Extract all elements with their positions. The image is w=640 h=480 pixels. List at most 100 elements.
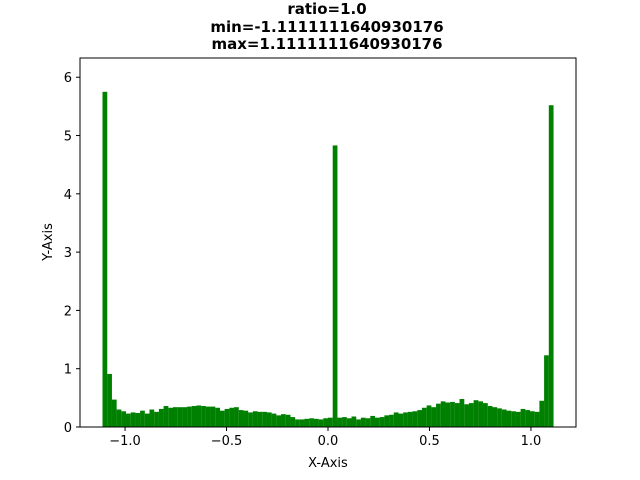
histogram-bar <box>158 408 164 427</box>
histogram-bar <box>318 419 324 427</box>
histogram-bar <box>262 411 267 427</box>
histogram-bar <box>440 401 446 427</box>
histogram-bar <box>201 406 206 427</box>
histogram-bar <box>431 407 437 427</box>
y-tick-label: 4 <box>64 188 72 203</box>
histogram-bar <box>384 415 390 427</box>
x-axis-label: X-Axis <box>308 456 348 471</box>
histogram-bar <box>238 410 244 427</box>
histogram-bar <box>487 406 493 427</box>
histogram-bar <box>276 415 282 427</box>
histogram-bar <box>135 413 141 427</box>
histogram-bar <box>116 409 122 427</box>
histogram-bar <box>111 399 117 427</box>
histogram-bar <box>234 407 239 427</box>
histogram-bar <box>266 412 272 427</box>
x-tick-label: 0.5 <box>419 434 440 449</box>
histogram-bar <box>107 373 112 427</box>
histogram-bar <box>290 417 296 427</box>
histogram-bar <box>464 404 469 427</box>
histogram-bar <box>281 414 286 427</box>
y-axis-label: Y-Axis <box>41 223 56 262</box>
histogram-bar <box>436 403 441 427</box>
histogram-bar <box>544 355 549 427</box>
histogram-bar <box>205 406 211 427</box>
histogram-bar <box>332 145 338 427</box>
x-tick-label: 1.0 <box>521 434 542 449</box>
histogram-bar <box>398 413 404 427</box>
histogram-bar <box>187 406 192 427</box>
histogram-bar <box>356 419 361 427</box>
histogram-bar <box>346 418 352 427</box>
chart-title-line-1: ratio=1.0 <box>287 0 366 18</box>
histogram-bar <box>454 403 460 427</box>
histogram-bar <box>248 412 253 427</box>
histogram-bar <box>539 400 545 427</box>
histogram-bar <box>243 410 249 427</box>
histogram-bar <box>121 411 127 427</box>
histogram-bar <box>102 91 108 427</box>
histogram-bar <box>313 418 319 427</box>
histogram-bar <box>130 412 136 427</box>
histogram-bar <box>370 415 376 427</box>
histogram-bar <box>328 417 333 427</box>
y-tick-label: 3 <box>64 246 72 261</box>
histogram-bar <box>403 412 408 427</box>
y-tick-label: 2 <box>64 304 72 319</box>
y-tick-label: 6 <box>64 71 72 86</box>
histogram-bar <box>224 408 230 427</box>
histogram-bar <box>497 408 502 427</box>
histogram-bar <box>389 414 394 427</box>
x-tick-label: −1.0 <box>109 434 141 449</box>
x-tick-label: −0.5 <box>211 434 243 449</box>
histogram-bar <box>285 414 291 427</box>
histogram-bar <box>323 418 329 427</box>
histogram-bar <box>483 403 488 427</box>
histogram-bar <box>530 411 535 427</box>
histogram-bar <box>342 417 347 427</box>
histogram-bar <box>191 406 197 427</box>
y-tick-label: 1 <box>64 363 72 378</box>
histogram-bar <box>548 105 554 427</box>
histogram-bar <box>417 410 423 427</box>
histogram-bar <box>140 410 145 427</box>
histogram-bar <box>379 417 385 427</box>
histogram-bar <box>468 403 474 427</box>
y-axis-ticks: 0 1 2 3 4 5 6 <box>64 71 80 436</box>
histogram-bar <box>407 411 413 427</box>
histogram-bar <box>426 405 432 427</box>
histogram-bar <box>515 411 521 427</box>
histogram-bar <box>506 410 512 427</box>
histogram-bar <box>374 417 380 427</box>
histogram-bar <box>393 412 399 427</box>
histogram-bar <box>252 411 258 427</box>
histogram-bar <box>154 411 159 427</box>
histogram-bar <box>309 418 314 427</box>
chart-title-line-2: min=-1.1111111640930176 <box>210 18 443 36</box>
histogram-bar <box>412 411 418 427</box>
histogram-bar <box>492 407 498 427</box>
histogram-bar <box>525 410 531 427</box>
histogram-bar <box>511 411 516 427</box>
histogram-bar <box>445 402 451 427</box>
histogram-bar <box>360 417 366 427</box>
histogram-bar <box>520 408 526 427</box>
histogram-bar <box>299 419 305 427</box>
histogram-bar <box>163 406 169 427</box>
histogram-bar <box>144 413 150 427</box>
histogram-bar <box>450 401 455 427</box>
histogram-bar <box>501 409 507 427</box>
histogram-bar <box>337 417 343 427</box>
histogram-bar <box>295 419 300 427</box>
histogram-bar <box>182 407 188 427</box>
histogram-bar <box>351 416 357 427</box>
histogram-bar <box>219 410 225 427</box>
histogram-bar <box>149 409 155 427</box>
histogram-bar <box>210 406 216 427</box>
histogram-bar <box>304 418 310 427</box>
histogram-bars <box>102 91 554 427</box>
histogram-bar <box>473 400 479 427</box>
x-tick-label: 0.0 <box>318 434 339 449</box>
histogram-bar <box>478 401 484 427</box>
